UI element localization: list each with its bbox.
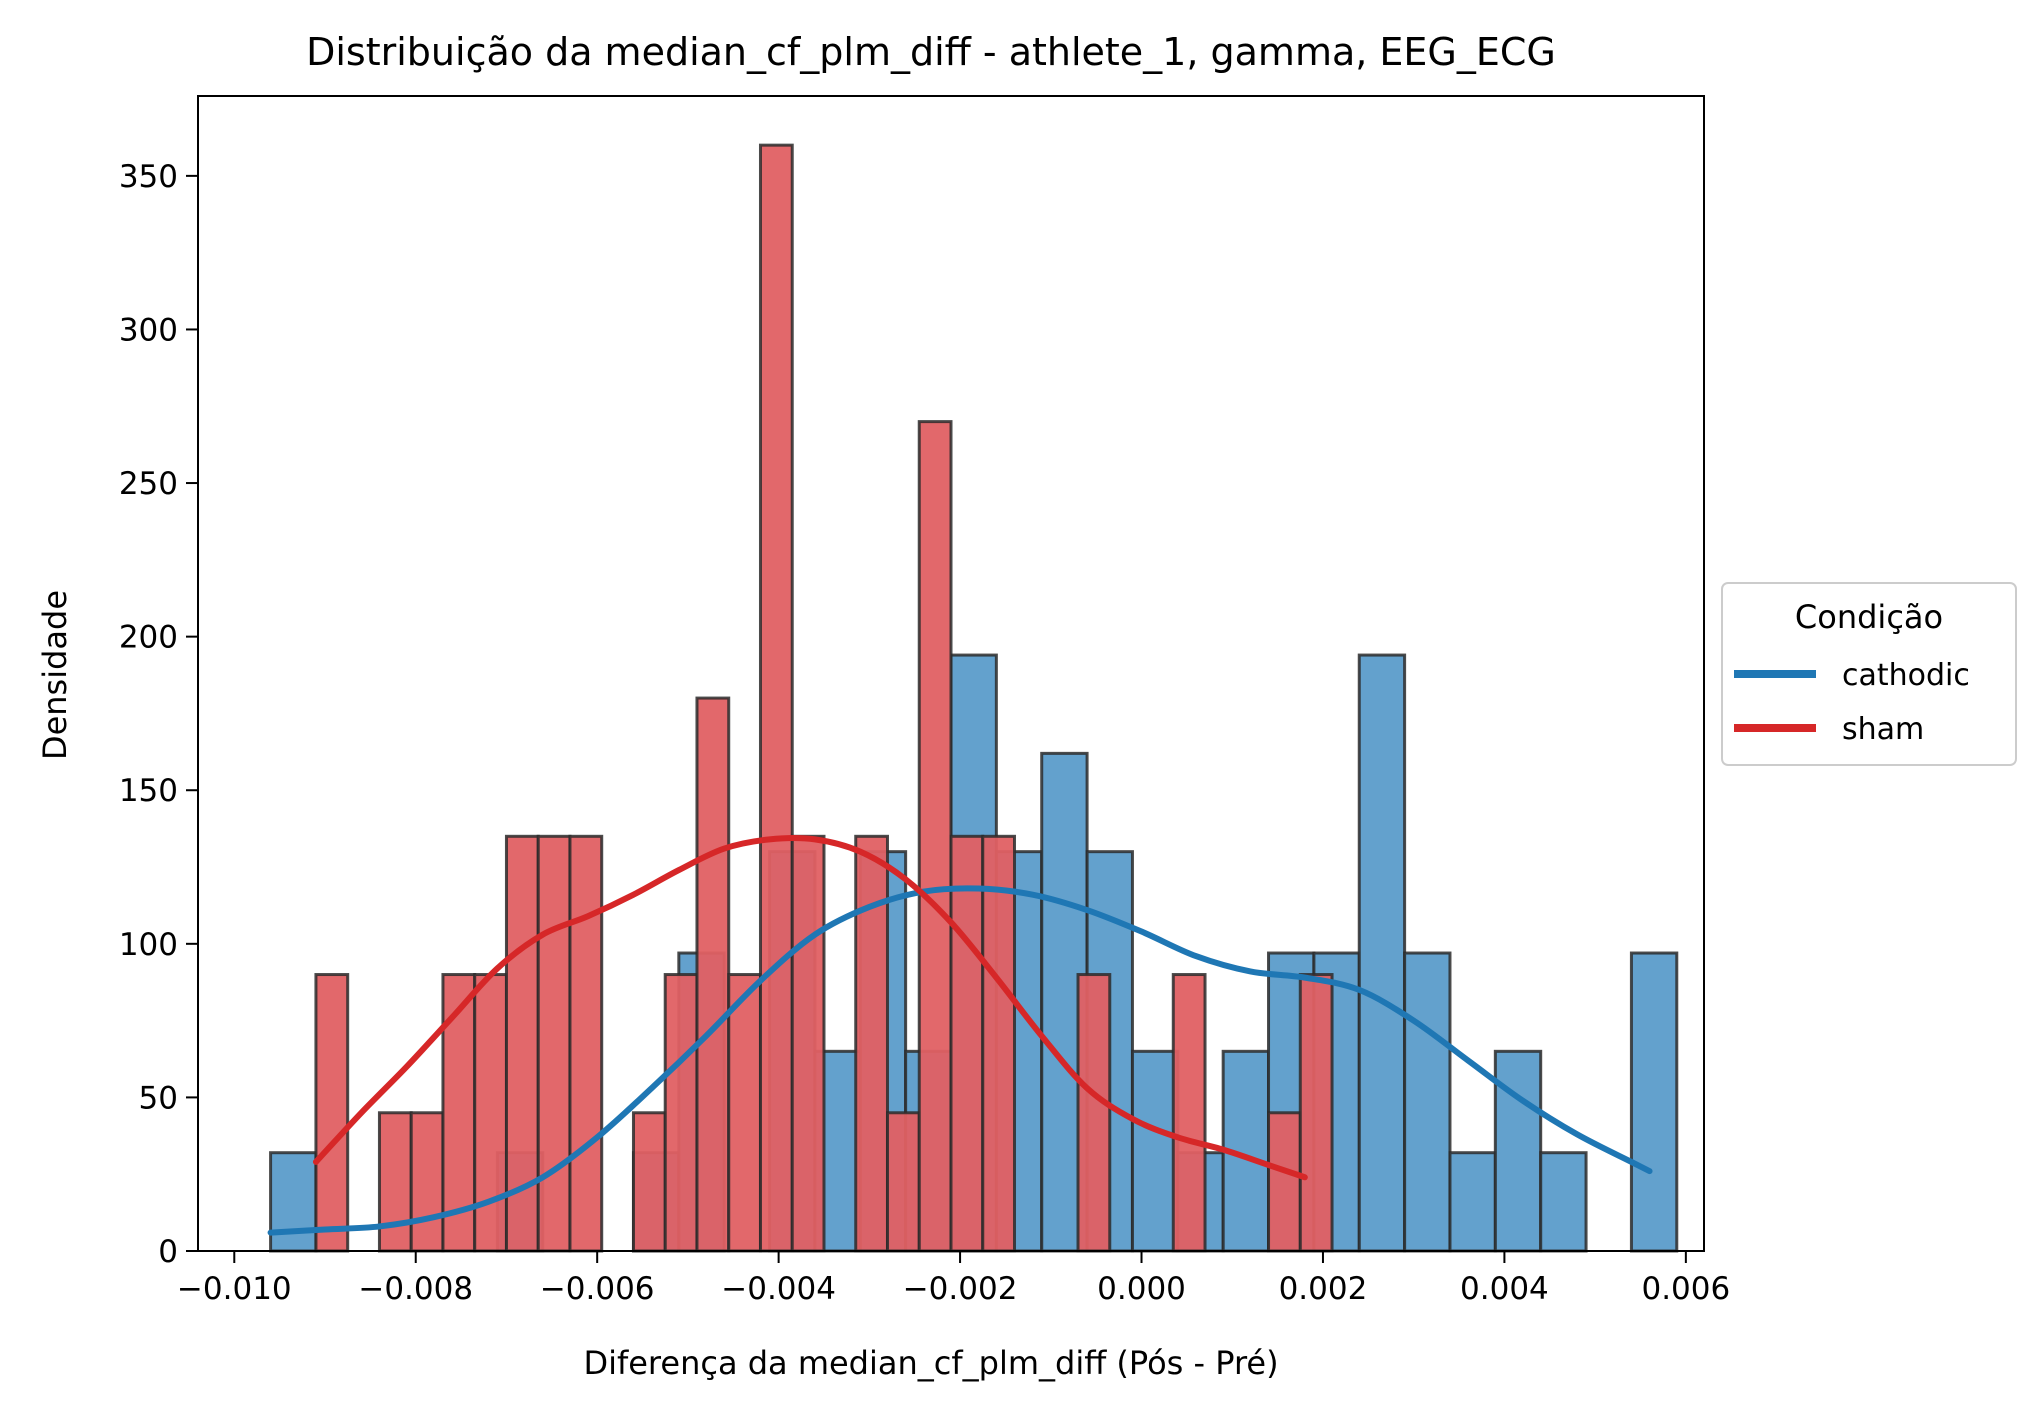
x-axis: −0.010 −0.008 −0.006 −0.004 −0.002 0.000 0.002…	[177, 1251, 1730, 1307]
plot-frame	[197, 95, 1705, 1252]
bar-sham	[885, 1111, 921, 1253]
y-tick-label: 250	[119, 466, 178, 502]
bar-cathodic	[269, 1151, 318, 1253]
legend: Condição cathodic sham	[1721, 582, 2017, 766]
bar-sham	[1076, 973, 1112, 1253]
y-axis: 0 50 100 150 200 250 300 350	[119, 159, 198, 1270]
bar-cathodic	[1629, 951, 1679, 1253]
chart-title: Distribuição da median_cf_plm_diff - ath…	[306, 30, 1556, 74]
legend-title: Condição	[1795, 598, 1943, 636]
y-tick-label: 0	[158, 1234, 178, 1270]
legend-label-cathodic: cathodic	[1842, 658, 1970, 693]
x-tick-label: 0.002	[1279, 1271, 1368, 1307]
bar-sham	[663, 973, 699, 1253]
x-tick-label: −0.010	[177, 1271, 292, 1307]
bar-cathodic	[1403, 951, 1452, 1253]
legend-box	[1721, 582, 2017, 766]
x-axis-label: Diferença da median_cf_plm_diff (Pós - P…	[583, 1344, 1278, 1382]
bar-sham	[981, 834, 1017, 1253]
bar-cathodic	[1493, 1049, 1543, 1253]
bar-sham	[568, 834, 604, 1253]
x-tick-label: −0.004	[721, 1271, 836, 1307]
y-tick-label: 200	[119, 620, 178, 656]
bar-cathodic	[1357, 653, 1407, 1253]
plot-bars	[269, 143, 1679, 1253]
bar-sham	[790, 834, 826, 1253]
y-axis-label: Densidade	[36, 590, 74, 760]
bar-sham	[314, 973, 350, 1253]
kde-line-cathodic	[267, 885, 1653, 1236]
bar-sham	[377, 1111, 413, 1253]
bar-cathodic	[1130, 1049, 1180, 1253]
bar-sham	[1171, 973, 1207, 1253]
bar-sham	[536, 834, 572, 1253]
bar-sham	[727, 973, 762, 1253]
bar-sham	[1267, 1111, 1302, 1253]
bar-sham	[917, 420, 953, 1253]
bar-sham	[473, 973, 508, 1253]
bar-sham	[1298, 973, 1334, 1253]
bar-sham	[758, 143, 794, 1253]
x-tick-label: 0.000	[1097, 1271, 1186, 1307]
y-tick-label: 150	[119, 773, 178, 809]
bar-sham	[854, 834, 889, 1253]
y-tick-label: 350	[119, 159, 178, 195]
plot-kde	[267, 835, 1653, 1236]
bar-sham	[409, 1111, 445, 1253]
y-tick-label: 100	[119, 927, 178, 963]
y-tick-label: 300	[119, 312, 178, 348]
x-tick-label: −0.008	[358, 1271, 473, 1307]
x-tick-label: −0.002	[903, 1271, 1018, 1307]
bar-cathodic	[1539, 1151, 1588, 1253]
kde-line-sham	[312, 835, 1308, 1181]
bar-sham	[695, 696, 731, 1253]
y-tick-label: 50	[139, 1080, 178, 1116]
bar-sham	[949, 834, 985, 1253]
bar-cathodic	[1448, 1151, 1497, 1253]
x-tick-label: 0.006	[1641, 1271, 1730, 1307]
x-tick-label: −0.006	[540, 1271, 655, 1307]
x-tick-label: 0.004	[1460, 1271, 1549, 1307]
bar-sham	[631, 1111, 667, 1253]
legend-label-sham: sham	[1842, 712, 1924, 747]
